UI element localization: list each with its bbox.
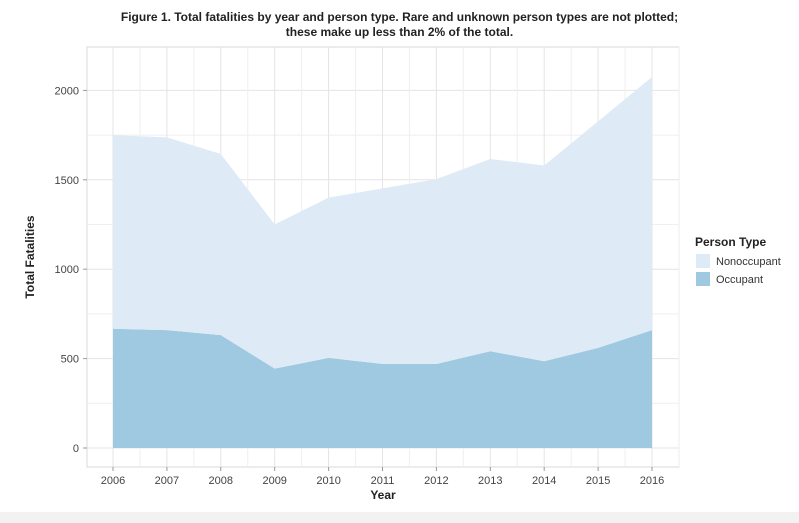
chart-title-line-1: Figure 1. Total fatalities by year and p… xyxy=(120,10,679,24)
x-tick-label: 2014 xyxy=(532,475,556,487)
area-chart: 2006 2007 2008 2009 2010 2011 2012 2013 2014 2015… xyxy=(23,46,781,502)
chart-title: Figure 1. Total fatalities by year and p… xyxy=(0,10,799,40)
y-axis-label: Total Fatalities xyxy=(23,215,37,298)
x-tick-label: 2013 xyxy=(478,475,502,487)
chart-title-line-2: these make up less than 2% of the total. xyxy=(285,25,514,39)
y-tick-label: 500 xyxy=(61,354,79,366)
area-occupant xyxy=(113,328,652,448)
legend-title: Person Type xyxy=(695,235,766,249)
x-tick-label: 2007 xyxy=(155,475,179,487)
x-tick-label: 2011 xyxy=(371,475,395,487)
legend-swatch-occupant xyxy=(696,272,710,286)
y-tick-label: 2000 xyxy=(55,85,79,97)
y-tick-label: 1500 xyxy=(55,175,79,187)
x-tick-label: 2015 xyxy=(586,475,610,487)
legend: Person Type Nonoccupant Occupant xyxy=(695,235,781,286)
x-tick-label: 2016 xyxy=(640,475,664,487)
x-axis-label: Year xyxy=(370,488,396,502)
x-tick-label: 2006 xyxy=(101,475,125,487)
area-nonoccupant xyxy=(113,76,652,369)
legend-swatch-nonoccupant xyxy=(696,254,710,268)
legend-label-nonoccupant: Nonoccupant xyxy=(716,256,781,268)
y-tick-label: 1000 xyxy=(55,264,79,276)
x-tick-label: 2009 xyxy=(262,475,286,487)
footer-bar xyxy=(0,512,799,523)
x-tick-label: 2010 xyxy=(316,475,340,487)
x-tick-label: 2008 xyxy=(209,475,233,487)
y-tick-label: 0 xyxy=(73,443,79,455)
x-tick-label: 2012 xyxy=(424,475,448,487)
legend-label-occupant: Occupant xyxy=(716,274,763,286)
